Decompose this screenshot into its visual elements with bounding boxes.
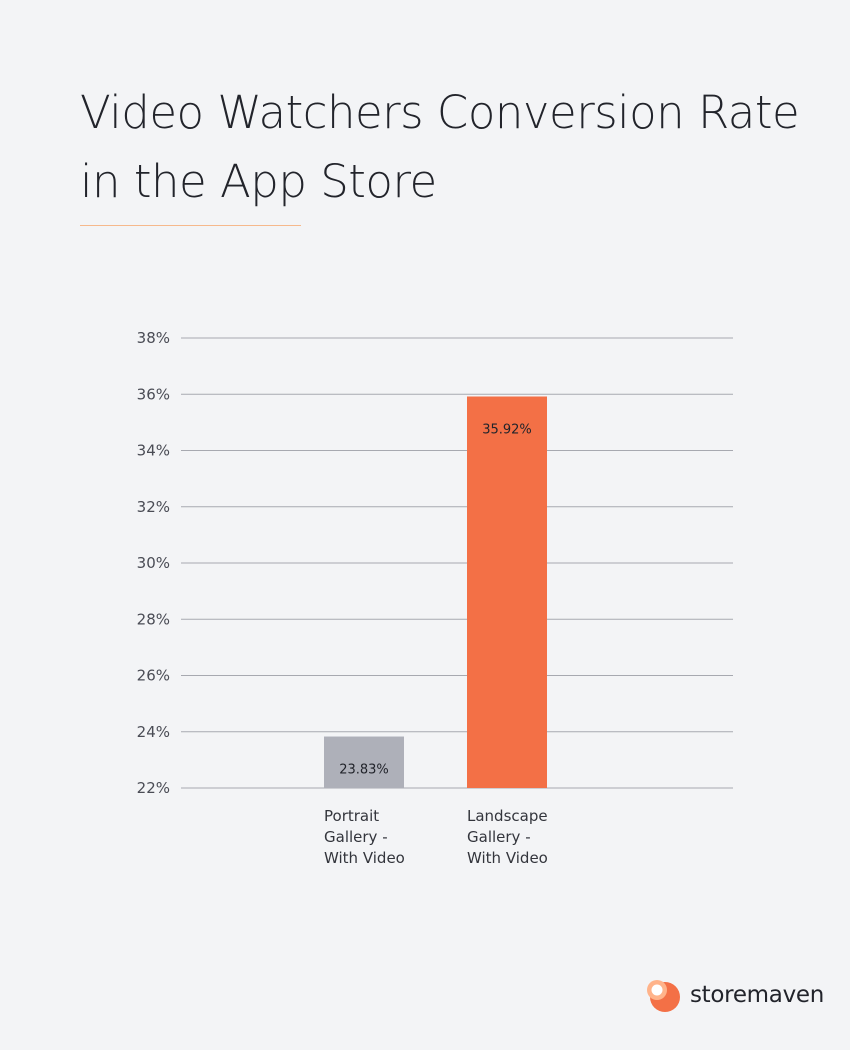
- gridlines: [181, 337, 733, 789]
- page-title: Video Watchers Conversion Rate in the Ap…: [80, 86, 800, 208]
- title-underline: [80, 225, 301, 226]
- y-tick-label: 32%: [137, 498, 170, 516]
- y-tick-label: 38%: [137, 329, 170, 347]
- bar-data-label: 23.83%: [339, 763, 389, 778]
- y-tick-label: 28%: [137, 610, 170, 628]
- data-labels: 23.83% 35.92%: [339, 423, 532, 778]
- storemaven-logo: storemaven: [644, 975, 824, 1015]
- x-axis-categories: Portrait Gallery -With Video Landscape Gall…: [324, 807, 548, 867]
- y-tick-label: 34%: [137, 442, 170, 460]
- bar: [324, 736, 404, 788]
- y-tick-label: 30%: [137, 554, 170, 572]
- x-category-label: Landscape Gallery -With Video: [467, 807, 548, 867]
- y-tick-label: 26%: [137, 667, 170, 685]
- brand-name: storemaven: [690, 982, 825, 1008]
- storemaven-logo-icon: [647, 980, 680, 1012]
- bar-data-label: 35.92%: [482, 423, 532, 438]
- y-axis-ticks: 22% 24% 26% 28% 30% 32% 34% 36% 38%: [137, 329, 170, 797]
- y-tick-label: 36%: [137, 385, 170, 403]
- y-tick-label: 24%: [137, 723, 170, 741]
- x-category-label: Portrait Gallery -With Video: [324, 807, 405, 867]
- bar: [467, 396, 547, 788]
- y-tick-label: 22%: [137, 779, 170, 797]
- bar-chart: 22% 24% 26% 28% 30% 32% 34% 36% 38% 23.83% 35.92%…: [137, 329, 733, 867]
- bars: [324, 396, 547, 788]
